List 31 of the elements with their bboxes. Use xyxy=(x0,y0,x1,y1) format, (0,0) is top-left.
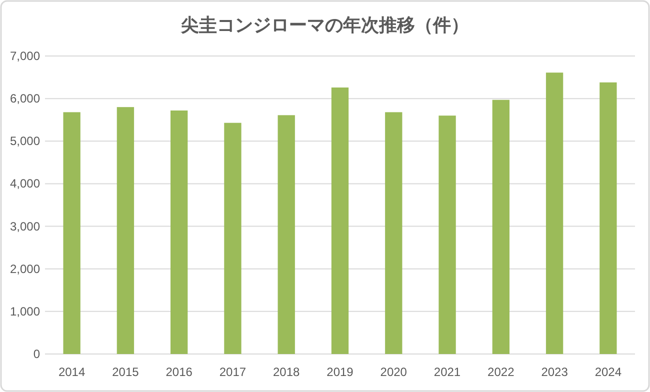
bar xyxy=(492,100,510,354)
y-tick-label: 3,000 xyxy=(10,219,40,234)
x-tick-label: 2024 xyxy=(594,365,622,379)
y-tick-label: 7,000 xyxy=(10,49,40,63)
bar xyxy=(278,115,295,354)
bar xyxy=(546,72,564,354)
y-tick-label: 2,000 xyxy=(10,262,40,276)
title: 尖圭コンジローマの年次推移（件） xyxy=(181,15,469,35)
x-tick-label: 2021 xyxy=(434,365,461,379)
x-tick-label: 2019 xyxy=(326,365,354,379)
y-tick-label: 5,000 xyxy=(10,134,40,148)
y-tick-label: 4,000 xyxy=(10,176,40,191)
y-tick-label: 1,000 xyxy=(10,304,40,318)
bar xyxy=(600,82,617,354)
bar xyxy=(385,112,402,354)
x-tick-label: 2020 xyxy=(380,365,408,379)
x-tick-label: 2018 xyxy=(273,365,300,379)
x-tick-label: 2015 xyxy=(112,365,140,379)
x-tick-label: 2022 xyxy=(488,365,515,379)
bar xyxy=(63,112,80,354)
bar xyxy=(170,110,188,354)
x-tick-label: 2014 xyxy=(58,365,86,379)
bar xyxy=(224,122,242,354)
x-tick-label: 2017 xyxy=(219,365,246,379)
y-tick-label: 6,000 xyxy=(10,92,40,106)
y-tick-label: 0 xyxy=(33,347,40,361)
x-tick-label: 2023 xyxy=(541,365,568,379)
x-tick-label: 2016 xyxy=(166,365,193,379)
bar xyxy=(331,88,349,354)
bar xyxy=(116,107,134,354)
bar xyxy=(438,116,456,354)
